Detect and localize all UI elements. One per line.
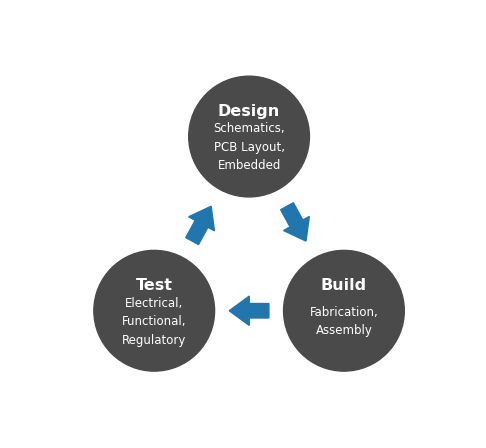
Text: Schematics,
PCB Layout,
Embedded: Schematics, PCB Layout, Embedded	[213, 122, 285, 172]
Text: Electrical,
Functional,
Regulatory: Electrical, Functional, Regulatory	[122, 297, 187, 347]
Text: Fabrication,
Assembly: Fabrication, Assembly	[310, 306, 378, 337]
FancyArrow shape	[229, 296, 269, 325]
FancyArrow shape	[186, 206, 214, 245]
Circle shape	[283, 250, 404, 371]
Circle shape	[189, 76, 310, 197]
Circle shape	[94, 250, 215, 371]
Text: Build: Build	[321, 278, 367, 293]
FancyArrow shape	[280, 203, 309, 241]
Text: Test: Test	[136, 278, 173, 293]
Text: Design: Design	[218, 103, 280, 119]
